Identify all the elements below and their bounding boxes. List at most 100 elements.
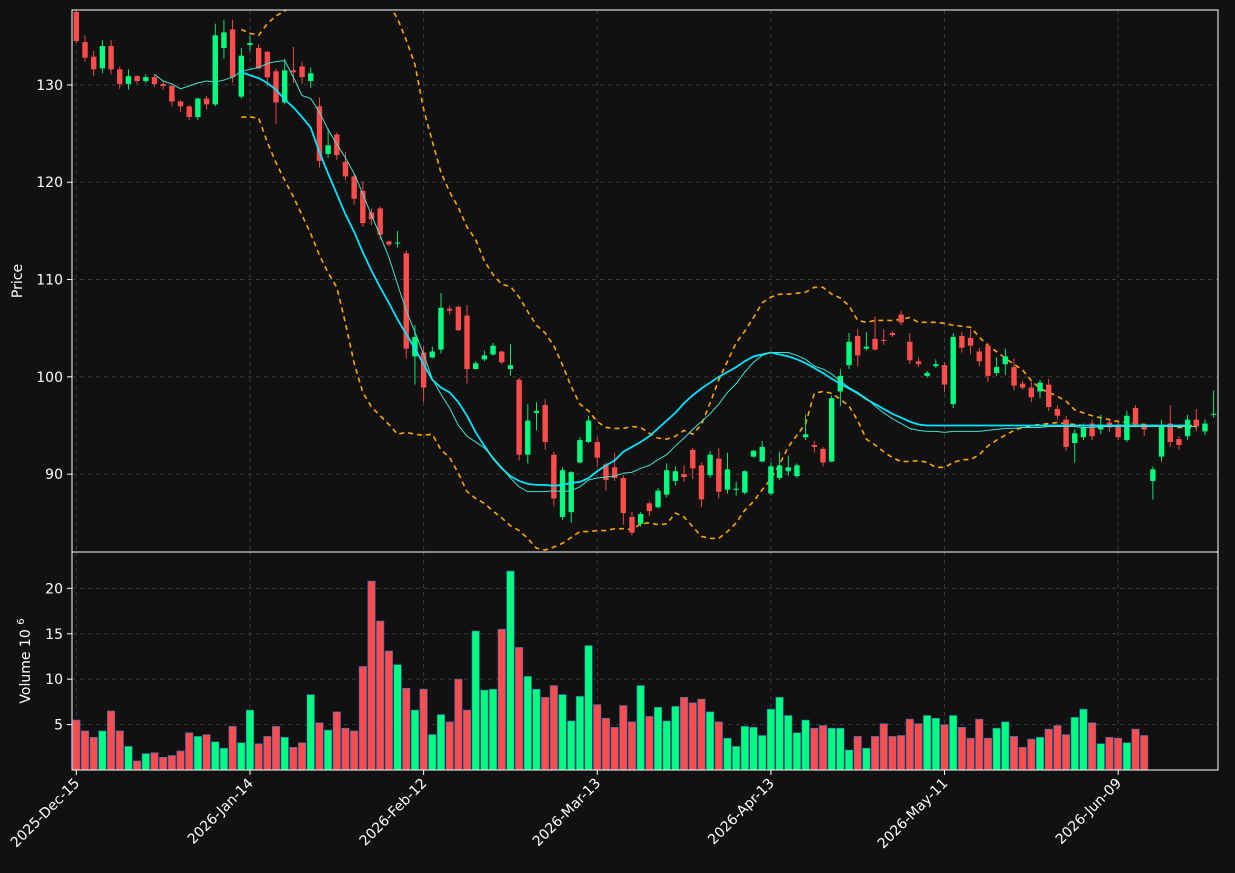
volume-bar <box>1001 721 1010 771</box>
volume-bar <box>758 735 767 771</box>
candle-body <box>1063 419 1069 447</box>
volume-bar <box>575 696 584 771</box>
volume-bar <box>506 570 515 771</box>
candle-body <box>802 434 809 438</box>
candle-body <box>1141 426 1147 430</box>
volume-tick-label: 20 <box>45 581 63 597</box>
volume-bar <box>185 732 194 771</box>
candle-body <box>950 336 956 405</box>
candle-body <box>203 98 210 105</box>
volume-bar <box>1105 736 1114 771</box>
volume-bar <box>818 725 828 771</box>
candle-body <box>577 440 583 463</box>
volume-bar <box>810 727 819 771</box>
candle-body <box>1028 387 1035 398</box>
volume-panel: 5 10 15 20 Volume 10 6 <box>16 551 1219 771</box>
volume-bar <box>1009 736 1019 771</box>
candle-body <box>403 253 409 349</box>
candle-body <box>846 341 852 366</box>
volume-bar <box>133 760 142 771</box>
volume-bar <box>975 718 984 771</box>
candle-body <box>195 98 201 118</box>
candle-body <box>733 488 739 490</box>
volume-bar <box>332 711 341 771</box>
volume-bar <box>489 688 498 771</box>
volume-bar <box>1122 742 1131 771</box>
volume-bar <box>897 735 906 771</box>
candle-body <box>507 365 514 370</box>
volume-bar <box>853 736 862 771</box>
volume-bar <box>315 722 324 771</box>
volume-bar <box>176 750 185 771</box>
volume-bar <box>905 718 914 771</box>
candle-body <box>1046 384 1052 408</box>
volume-bar <box>879 723 888 771</box>
volume-bar <box>940 724 949 771</box>
candle-body <box>690 449 696 469</box>
candle-body <box>91 56 97 70</box>
fast-moving-average-path <box>154 60 1197 493</box>
volume-bar <box>350 730 359 771</box>
candle-body <box>594 442 600 458</box>
volume-bar <box>228 726 237 771</box>
candle-body <box>750 450 757 457</box>
volume-bar <box>428 734 437 771</box>
volume-bar <box>723 737 732 771</box>
price-tick-label: 130 <box>36 78 63 94</box>
volume-bar <box>1096 743 1105 771</box>
candle-body <box>386 241 392 245</box>
candle-body <box>1019 383 1026 388</box>
candle-body <box>1089 423 1095 437</box>
volume-bar <box>836 727 845 771</box>
candle-body <box>924 372 930 376</box>
candle-body <box>420 352 427 388</box>
volume-bar <box>1053 725 1062 771</box>
price-panel: 90 100 110 120 130 Price <box>10 9 1219 553</box>
candle-body <box>907 341 913 361</box>
volume-bar <box>992 727 1001 771</box>
candle-body <box>464 315 470 370</box>
volume-bar <box>167 755 176 771</box>
volume-panel-frame <box>71 551 1219 771</box>
candle-body <box>282 70 288 103</box>
candle-body <box>898 314 904 323</box>
candle-body <box>611 467 618 479</box>
candle-body <box>785 467 791 472</box>
candle-body <box>177 101 184 107</box>
volume-bar <box>445 721 454 771</box>
candle-body <box>1011 367 1017 386</box>
volume-grid <box>72 552 1218 770</box>
volume-bar <box>749 727 758 771</box>
volume-bar <box>211 741 220 771</box>
candle-body <box>881 339 887 341</box>
volume-bar <box>1070 717 1079 771</box>
candle-body <box>255 47 262 69</box>
candle-body <box>768 466 774 494</box>
candle-body <box>967 337 974 346</box>
candle-body <box>993 367 1000 373</box>
volume-bar <box>1044 728 1053 771</box>
volume-bar <box>107 710 116 771</box>
volume-bar <box>480 689 489 771</box>
candle-body <box>455 306 462 331</box>
volume-bar <box>714 721 723 771</box>
volume-bar <box>801 719 810 771</box>
candle-body <box>811 444 817 447</box>
candles <box>73 10 1217 536</box>
candle-body <box>533 410 540 413</box>
volume-bar <box>237 742 246 771</box>
candle-body <box>290 70 297 73</box>
candle-body <box>1167 423 1173 443</box>
candle-body <box>1158 425 1165 457</box>
volume-bar <box>202 734 211 771</box>
volume-bar <box>766 708 775 771</box>
volume-bar <box>983 737 992 771</box>
volume-bar <box>775 697 784 771</box>
volume-bar <box>393 664 402 771</box>
candle-body <box>828 398 835 462</box>
candle-body <box>1184 419 1191 437</box>
candle-body <box>1054 408 1061 416</box>
price-tick-label: 110 <box>36 273 63 289</box>
candle-body <box>672 471 679 481</box>
volume-bar <box>862 747 871 771</box>
